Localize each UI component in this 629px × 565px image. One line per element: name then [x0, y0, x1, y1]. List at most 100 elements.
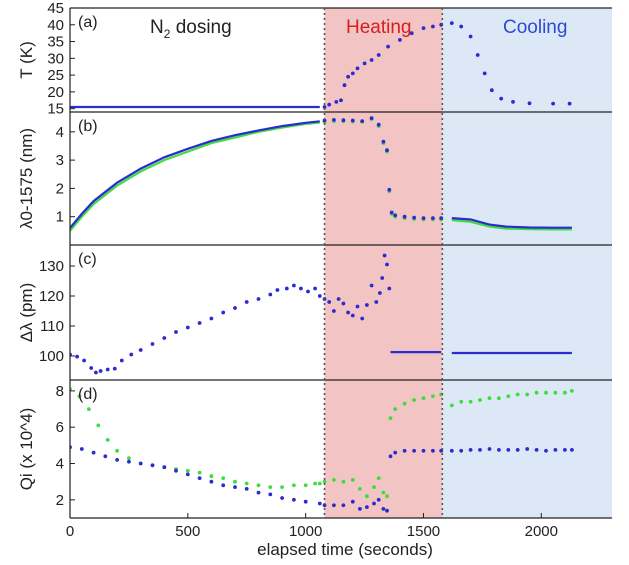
data-point: [478, 398, 482, 402]
data-point: [350, 499, 355, 504]
data-point: [138, 461, 143, 466]
data-point: [468, 399, 473, 404]
data-point: [197, 476, 202, 480]
data-point: [402, 401, 407, 406]
y-axis-title: Δλ (pm): [17, 283, 36, 343]
data-point: [322, 479, 327, 484]
data-point: [342, 83, 347, 88]
data-point: [431, 448, 435, 453]
y-axis-title: Qi (x 10^4): [17, 408, 36, 491]
data-point: [362, 61, 367, 66]
data-point: [119, 358, 124, 363]
data-point: [369, 283, 374, 288]
panel-3-plot: [70, 387, 574, 513]
y-tick-label: 8: [56, 383, 64, 400]
data-point: [96, 423, 101, 428]
panel-tag: (b): [78, 118, 98, 135]
data-point: [385, 494, 389, 499]
data-point: [506, 394, 511, 399]
y-tick-label: 100: [39, 348, 64, 365]
data-point: [381, 139, 386, 144]
y-tick-label: 4: [56, 124, 64, 141]
series-line: [451, 217, 572, 229]
data-point: [299, 286, 303, 291]
panel-1-plot: [70, 116, 572, 232]
data-point: [378, 291, 382, 295]
data-point: [360, 316, 365, 321]
data-point: [162, 465, 167, 470]
data-point: [412, 215, 416, 220]
data-point: [372, 501, 376, 506]
data-point: [563, 390, 567, 395]
data-point: [221, 310, 226, 315]
data-point: [244, 481, 249, 486]
data-point: [341, 301, 346, 306]
data-point: [468, 34, 473, 39]
data-point: [358, 507, 362, 511]
data-point: [449, 403, 454, 408]
series-line: [451, 219, 572, 231]
data-point: [292, 483, 296, 488]
data-point: [150, 463, 155, 468]
data-point: [551, 101, 555, 106]
data-point: [75, 354, 79, 359]
data-point: [185, 472, 190, 477]
data-point: [475, 53, 480, 57]
y-axis-title: λ0-1575 (nm): [17, 128, 36, 229]
y-tick-label: 45: [47, 0, 64, 17]
y-tick-label: 40: [47, 17, 64, 34]
data-point: [327, 300, 332, 304]
data-point: [162, 336, 167, 340]
data-point: [421, 216, 426, 221]
data-point: [256, 297, 261, 301]
data-point: [280, 485, 284, 489]
data-point: [332, 118, 336, 122]
data-point: [393, 450, 398, 455]
data-point: [350, 478, 355, 482]
data-point: [487, 396, 492, 401]
data-point: [185, 468, 190, 473]
data-point: [497, 396, 501, 401]
data-point: [449, 448, 454, 453]
data-point: [126, 459, 131, 464]
data-point: [431, 216, 435, 221]
data-point: [322, 105, 327, 109]
data-point: [341, 503, 346, 508]
data-point: [94, 370, 98, 375]
y-axis-title: T (K): [17, 41, 36, 78]
data-point: [129, 352, 134, 357]
y-tick-label: 1: [56, 209, 64, 226]
data-point: [341, 118, 346, 123]
y-tick-label: 20: [47, 84, 64, 101]
data-point: [268, 492, 273, 497]
data-point: [358, 487, 362, 491]
data-point: [268, 485, 273, 489]
data-point: [197, 470, 202, 475]
data-point: [256, 490, 261, 495]
data-point: [355, 66, 360, 71]
data-point: [346, 310, 350, 315]
data-point: [525, 392, 530, 397]
data-point: [534, 390, 539, 395]
data-point: [174, 468, 178, 473]
data-point: [369, 116, 374, 121]
data-point: [341, 479, 346, 484]
data-point: [570, 448, 574, 452]
data-point: [209, 316, 214, 321]
data-point: [306, 289, 310, 294]
x-tick-label: 2000: [525, 523, 558, 540]
data-point: [570, 389, 574, 393]
data-point: [303, 499, 308, 504]
data-point: [87, 407, 91, 411]
data-point: [233, 306, 237, 310]
data-point: [511, 100, 515, 104]
data-point: [402, 448, 407, 453]
y-tick-label: 35: [47, 34, 64, 51]
data-point: [506, 448, 511, 452]
data-point: [284, 286, 289, 291]
cooling-region: [442, 8, 612, 518]
data-point: [376, 497, 381, 502]
region-label-heating: Heating: [346, 17, 412, 38]
data-point: [365, 303, 369, 307]
